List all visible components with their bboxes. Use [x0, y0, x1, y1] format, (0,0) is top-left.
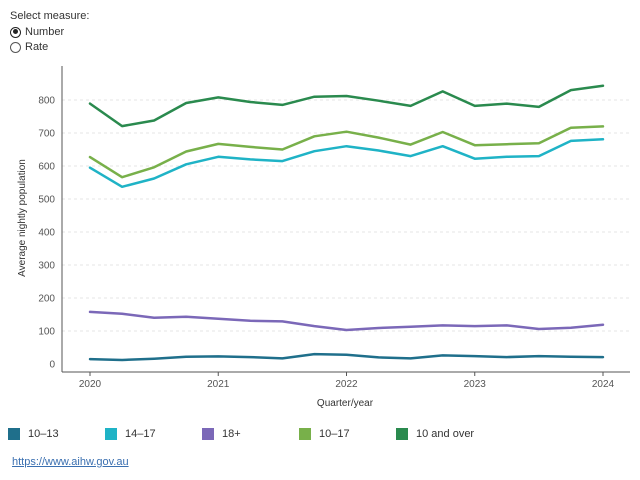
x-tick-label-2021: 2021	[207, 379, 230, 390]
legend: 10–13 14–17 18+ 10–17 10 and over	[8, 428, 516, 440]
series-line-18[interactable]	[88, 310, 605, 332]
y-tick-label-0: 0	[49, 360, 55, 371]
x-tick-labels: 2020 2021 2022 2023 2024	[79, 379, 615, 390]
legend-item-10-and-over[interactable]: 10 and over	[396, 428, 516, 440]
legend-item-10-17[interactable]: 10–17	[299, 428, 396, 440]
y-tick-label-400: 400	[38, 228, 55, 239]
legend-label-14-17: 14–17	[125, 428, 156, 440]
y-tick-label-800: 800	[38, 96, 55, 107]
legend-swatch-10-17	[299, 428, 311, 440]
measure-selector: Select measure: Number Rate	[10, 10, 89, 55]
x-tick-label-2020: 2020	[79, 379, 102, 390]
x-tick-label-2022: 2022	[335, 379, 358, 390]
legend-swatch-10-and-over	[396, 428, 408, 440]
y-tick-label-700: 700	[38, 129, 55, 140]
legend-label-10-and-over: 10 and over	[416, 428, 475, 440]
legend-swatch-10-13	[8, 428, 20, 440]
radio-number-label[interactable]: Number	[25, 26, 65, 38]
y-tick-label-100: 100	[38, 327, 55, 338]
measure-selector-title: Select measure:	[10, 10, 90, 22]
radio-number-button[interactable]	[10, 26, 21, 38]
radio-number[interactable]: Number	[10, 25, 89, 39]
legend-label-10-13: 10–13	[28, 428, 59, 440]
radio-rate[interactable]: Rate	[10, 40, 89, 54]
y-axis-label: Average nightly population	[17, 159, 28, 277]
legend-label-10-17: 10–17	[319, 428, 350, 440]
radio-rate-button[interactable]	[10, 41, 21, 53]
y-tick-label-600: 600	[38, 162, 55, 173]
x-tick-label-2023: 2023	[464, 379, 487, 390]
axes	[61, 66, 630, 376]
legend-item-14-17[interactable]: 14–17	[105, 428, 202, 440]
y-tick-label-500: 500	[38, 195, 55, 206]
legend-swatch-14-17	[105, 428, 117, 440]
x-axis-label: Quarter/year	[317, 398, 374, 409]
series-line-10-17[interactable]	[88, 125, 605, 179]
legend-item-10-13[interactable]: 10–13	[8, 428, 105, 440]
gridlines	[62, 99, 630, 332]
legend-swatch-18plus	[202, 428, 214, 440]
series-line-14-17[interactable]	[88, 138, 605, 189]
legend-label-18plus: 18+	[222, 428, 241, 440]
y-tick-label-200: 200	[38, 294, 55, 305]
source-link[interactable]: https://www.aihw.gov.au	[12, 456, 129, 468]
y-tick-label-300: 300	[38, 261, 55, 272]
series-line-10-and-over[interactable]	[88, 84, 605, 128]
series-line-10-13[interactable]	[88, 352, 605, 362]
radio-rate-label[interactable]: Rate	[25, 41, 49, 53]
y-tick-labels: 0 100 200 300 400 500 600 700 800	[38, 96, 55, 371]
x-tick-label-2024: 2024	[592, 379, 615, 390]
legend-item-18plus[interactable]: 18+	[202, 428, 299, 440]
series-lines	[88, 84, 605, 362]
